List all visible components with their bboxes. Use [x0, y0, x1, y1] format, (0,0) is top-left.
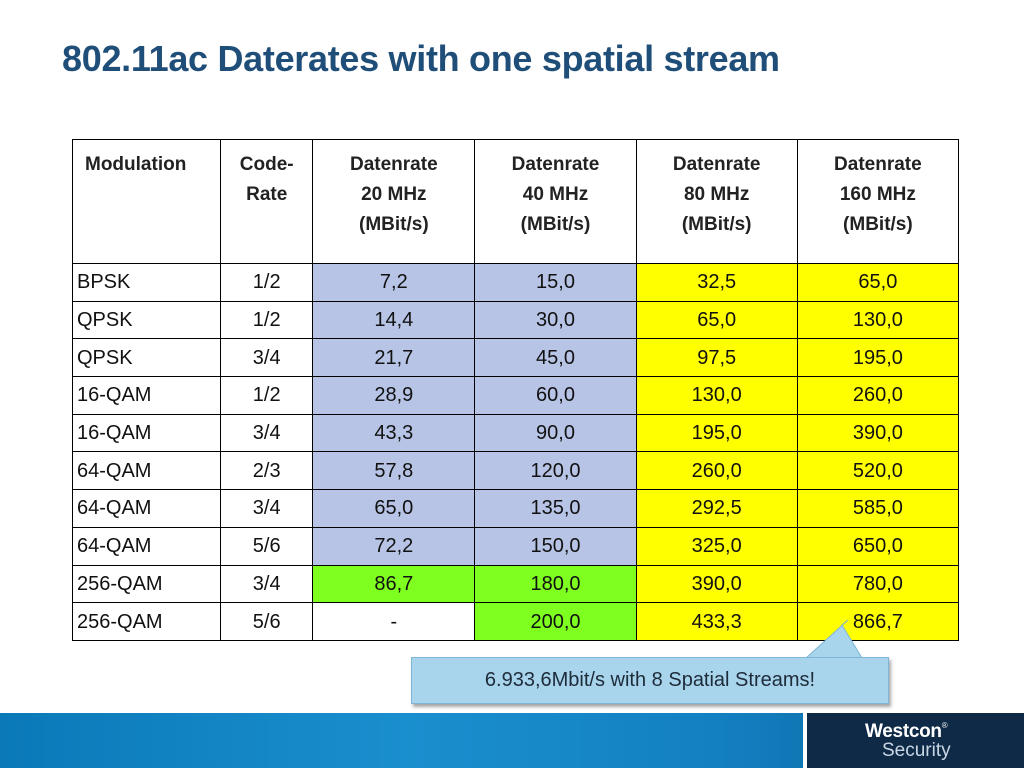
cell-rate-160mhz: 585,0 — [796, 489, 960, 528]
cell-rate-40mhz: 30,0 — [474, 300, 637, 340]
cell-rate-80mhz: 32,5 — [635, 263, 798, 302]
cell-rate-20mhz: 7,2 — [312, 263, 476, 302]
cell-rate-20mhz: 14,4 — [312, 300, 476, 340]
cell-rate-20mhz: 57,8 — [312, 451, 476, 491]
cell-modulation: 64-QAM — [71, 489, 222, 528]
header-datenrate-80mhz: Datenrate 80 MHz (MBit/s) — [635, 139, 798, 264]
cell-code-rate: 3/4 — [220, 564, 314, 604]
cell-rate-20mhz: 21,7 — [312, 338, 476, 378]
cell-rate-40mhz: 150,0 — [474, 526, 637, 566]
cell-modulation: QPSK — [71, 300, 222, 340]
cell-rate-80mhz: 390,0 — [635, 564, 798, 604]
cell-code-rate: 3/4 — [220, 413, 314, 453]
slide-title: 802.11ac Daterates with one spatial stre… — [62, 38, 780, 79]
cell-rate-20mhz: 72,2 — [312, 526, 476, 566]
cell-modulation: 16-QAM — [71, 376, 222, 415]
table-row: 256-QAM 5/6-200,0 433,3 866,7 — [71, 602, 960, 641]
cell-modulation: 16-QAM — [71, 413, 222, 453]
cell-rate-160mhz: 260,0 — [796, 376, 960, 415]
cell-rate-160mhz: 130,0 — [796, 300, 960, 340]
table-row: BPSK 1/2 7,2 15,0 32,5 65,0 — [71, 263, 960, 302]
cell-rate-80mhz: 97,5 — [635, 338, 798, 378]
cell-rate-20mhz: 86,7 — [312, 564, 476, 604]
cell-rate-20mhz: 43,3 — [312, 413, 476, 453]
cell-rate-40mhz: 60,0 — [474, 376, 637, 415]
table-row: 16-QAM 3/4 43,3 90,0 195,0 390,0 — [71, 413, 960, 453]
cell-rate-160mhz: 650,0 — [796, 526, 960, 566]
cell-rate-20mhz: 65,0 — [312, 489, 476, 528]
cell-code-rate: 5/6 — [220, 602, 314, 641]
data-rate-table: Modulation Code- Rate Datenrate 20 MHz (… — [71, 139, 960, 641]
cell-rate-80mhz: 130,0 — [635, 376, 798, 415]
cell-rate-20mhz: - — [312, 602, 476, 641]
logo-registered-mark: ® — [941, 721, 948, 730]
cell-rate-80mhz: 65,0 — [635, 300, 798, 340]
westcon-security-logo: Westcon® Security — [807, 713, 1024, 768]
cell-rate-160mhz: 195,0 — [796, 338, 960, 378]
cell-code-rate: 5/6 — [220, 526, 314, 566]
cell-modulation: BPSK — [71, 263, 222, 302]
cell-rate-20mhz: 28,9 — [312, 376, 476, 415]
cell-code-rate: 3/4 — [220, 489, 314, 528]
table-row: 64-QAM 3/4 65,0 135,0 292,5 585,0 — [71, 489, 960, 528]
table-row: 64-QAM 2/3 57,8 120,0 260,0 520,0 — [71, 451, 960, 491]
header-datenrate-40mhz: Datenrate 40 MHz (MBit/s) — [474, 139, 637, 264]
callout-box: 6.933,6Mbit/s with 8 Spatial Streams! — [411, 657, 889, 704]
cell-modulation: 256-QAM — [71, 602, 222, 641]
header-code-rate: Code- Rate — [220, 139, 314, 264]
cell-modulation: QPSK — [71, 338, 222, 378]
table-row: 16-QAM 1/2 28,9 60,0 130,0 260,0 — [71, 376, 960, 415]
cell-code-rate: 1/2 — [220, 263, 314, 302]
table-header-row: Modulation Code- Rate Datenrate 20 MHz (… — [71, 139, 960, 264]
cell-rate-40mhz: 90,0 — [474, 413, 637, 453]
cell-code-rate: 3/4 — [220, 338, 314, 378]
cell-rate-80mhz: 433,3 — [635, 602, 798, 641]
cell-rate-40mhz: 180,0 — [474, 564, 637, 604]
table-row: 64-QAM 5/6 72,2 150,0 325,0 650,0 — [71, 526, 960, 566]
cell-modulation: 64-QAM — [71, 526, 222, 566]
cell-modulation: 256-QAM — [71, 564, 222, 604]
cell-code-rate: 2/3 — [220, 451, 314, 491]
cell-rate-80mhz: 195,0 — [635, 413, 798, 453]
cell-rate-160mhz: 65,0 — [796, 263, 960, 302]
cell-rate-160mhz: 780,0 — [796, 564, 960, 604]
cell-rate-40mhz: 45,0 — [474, 338, 637, 378]
cell-rate-40mhz: 120,0 — [474, 451, 637, 491]
cell-rate-80mhz: 292,5 — [635, 489, 798, 528]
footer-divider — [803, 713, 807, 768]
table-row: 256-QAM 3/4 86,7 180,0 390,0 780,0 — [71, 564, 960, 604]
cell-rate-160mhz: 390,0 — [796, 413, 960, 453]
table-row: QPSK 3/4 21,7 45,0 97,5 195,0 — [71, 338, 960, 378]
cell-code-rate: 1/2 — [220, 376, 314, 415]
cell-rate-40mhz: 15,0 — [474, 263, 637, 302]
cell-code-rate: 1/2 — [220, 300, 314, 340]
cell-modulation: 64-QAM — [71, 451, 222, 491]
logo-subtitle: Security — [882, 740, 951, 761]
cell-rate-160mhz: 520,0 — [796, 451, 960, 491]
header-modulation: Modulation — [71, 139, 222, 264]
logo-wordmark: Westcon® — [865, 721, 948, 742]
cell-rate-40mhz: 135,0 — [474, 489, 637, 528]
table-row: QPSK 1/2 14,4 30,0 65,0 130,0 — [71, 300, 960, 340]
cell-rate-40mhz: 200,0 — [474, 602, 637, 641]
cell-rate-80mhz: 325,0 — [635, 526, 798, 566]
header-datenrate-160mhz: Datenrate 160 MHz (MBit/s) — [796, 139, 960, 264]
cell-rate-80mhz: 260,0 — [635, 451, 798, 491]
cell-rate-160mhz: 866,7 — [796, 602, 960, 641]
header-datenrate-20mhz: Datenrate 20 MHz (MBit/s) — [312, 139, 476, 264]
